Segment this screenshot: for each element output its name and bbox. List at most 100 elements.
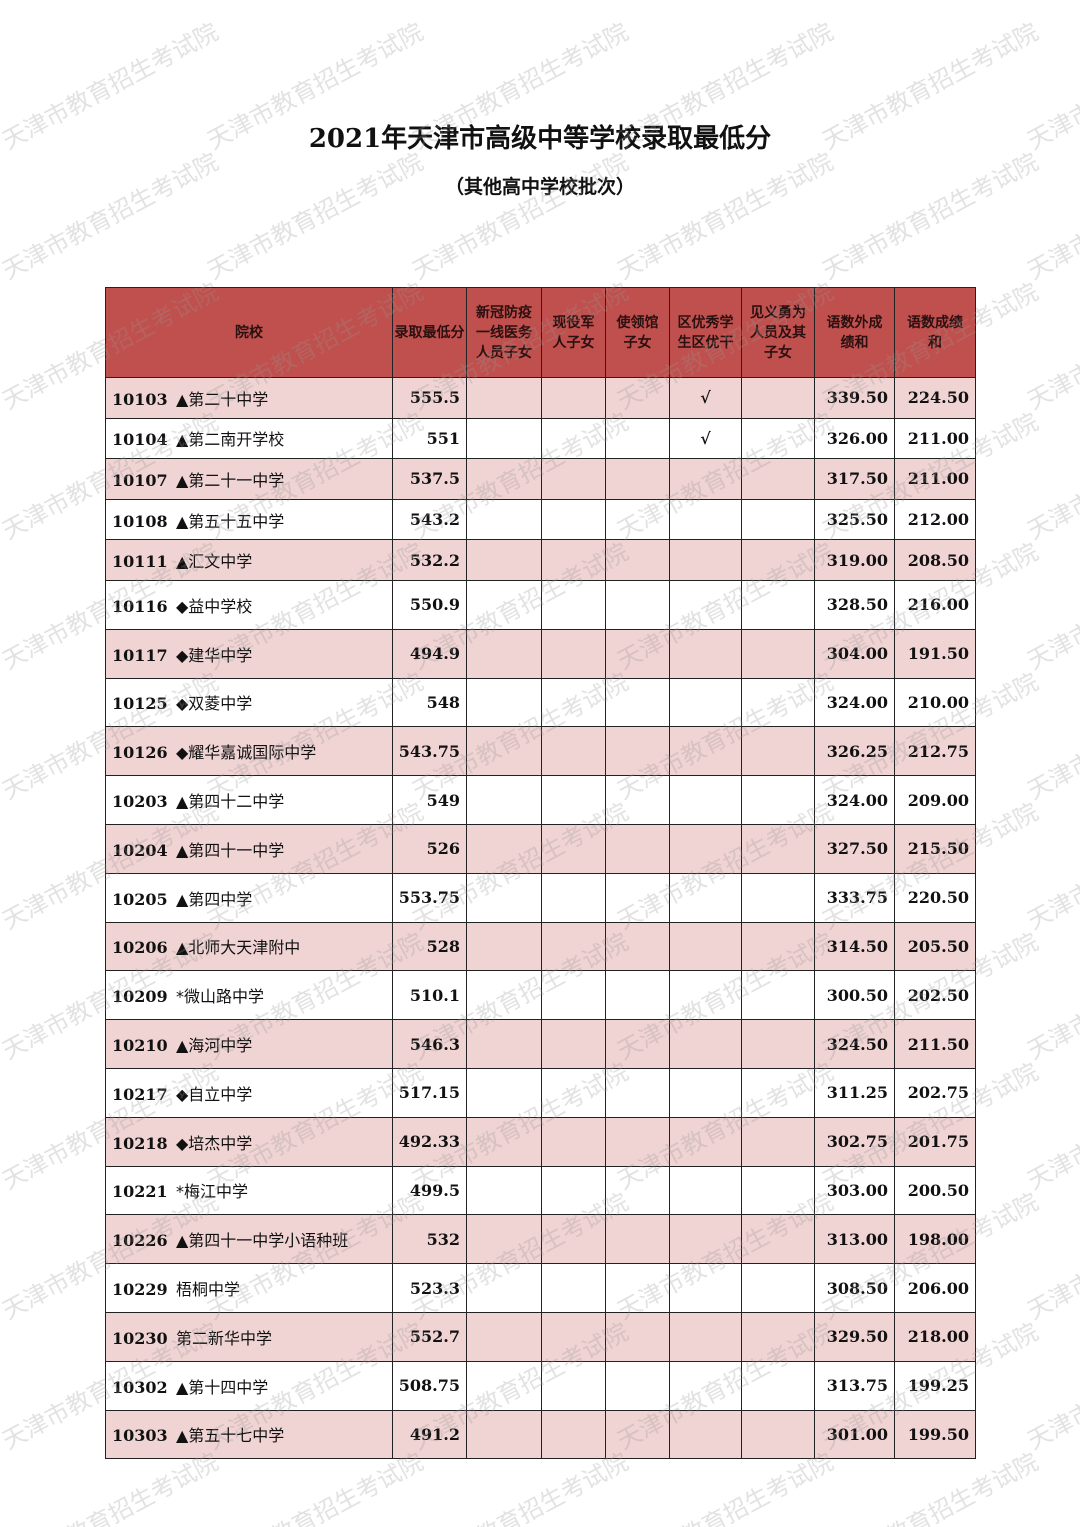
cm-sum-cell: 198.00 — [894, 1214, 976, 1265]
military-cell — [541, 726, 606, 777]
school-cell: 10107 ▲第二十一中学 — [105, 458, 393, 500]
covid-medical-cell — [466, 921, 542, 972]
min-score-cell: 552.7 — [392, 1311, 467, 1362]
table-row: 10230 第二新华中学 552.7 329.50 218.00 — [105, 1311, 976, 1362]
school-code: 10125 — [112, 694, 168, 714]
heroic-cell — [741, 1067, 815, 1118]
embassy-cell — [605, 1409, 670, 1460]
watermark-text: 天津市教育招生考试院 — [1022, 537, 1080, 676]
watermark-text: 天津市教育招生考试院 — [1022, 147, 1080, 286]
watermark-text: 天津市教育招生考试院 — [1022, 1187, 1080, 1326]
school-code: 10117 — [112, 645, 168, 665]
school-name: ◆耀华嘉诚国际中学 — [176, 743, 317, 763]
cme-sum-cell: 326.00 — [814, 417, 895, 460]
district-excellent-cell — [669, 1409, 742, 1460]
heroic-cell — [741, 775, 815, 825]
school-code: 10203 — [112, 792, 168, 812]
cme-sum-cell: 319.00 — [814, 539, 895, 581]
min-score-cell: 551 — [392, 417, 467, 460]
table-row: 10108 ▲第五十五中学 543.2 325.50 212.00 — [105, 498, 976, 541]
table-row: 10104 ▲第二南开学校 551 √ 326.00 211.00 — [105, 417, 976, 460]
school-name: ▲第二十中学 — [176, 389, 269, 409]
cme-sum-cell: 326.25 — [814, 726, 895, 777]
cme-sum-cell: 324.50 — [814, 1019, 895, 1069]
school-cell: 10302 ▲第十四中学 — [105, 1360, 393, 1411]
embassy-cell — [605, 1116, 670, 1167]
cme-sum-cell: 327.50 — [814, 823, 895, 874]
covid-medical-cell — [466, 1360, 542, 1411]
district-excellent-cell — [669, 775, 742, 825]
school-cell: 10111 ▲汇文中学 — [105, 539, 393, 581]
school-code: 10103 — [112, 389, 168, 409]
military-cell — [541, 377, 606, 419]
embassy-cell — [605, 417, 670, 460]
embassy-cell — [605, 823, 670, 874]
military-cell — [541, 677, 606, 728]
embassy-cell — [605, 1263, 670, 1313]
table-row: 10303 ▲第五十七中学 491.2 301.00 199.50 — [105, 1409, 976, 1460]
military-cell — [541, 921, 606, 972]
military-cell — [541, 775, 606, 825]
column-header-chinese-math-english-sum: 语数外成绩和 — [814, 287, 895, 378]
school-code: 10226 — [112, 1231, 168, 1251]
cm-sum-cell: 202.75 — [894, 1067, 976, 1118]
table-row: 10204 ▲第四十一中学 526 327.50 215.50 — [105, 823, 976, 874]
school-code: 10221 — [112, 1182, 168, 1202]
school-name: ▲第五十五中学 — [176, 511, 285, 531]
heroic-cell — [741, 377, 815, 419]
school-name: ◆益中学校 — [176, 596, 253, 616]
military-cell — [541, 458, 606, 500]
min-score-cell: 550.9 — [392, 579, 467, 630]
table-row: 10226 ▲第四十一中学小语种班 532 313.00 198.00 — [105, 1214, 976, 1265]
heroic-cell — [741, 677, 815, 728]
heroic-cell — [741, 1165, 815, 1216]
watermark-text: 天津市教育招生考试院 — [1022, 407, 1080, 546]
cme-sum-cell: 325.50 — [814, 498, 895, 541]
heroic-cell — [741, 1360, 815, 1411]
cm-sum-cell: 209.00 — [894, 775, 976, 825]
min-score-cell: 543.75 — [392, 726, 467, 777]
table-row: 10126 ◆耀华嘉诚国际中学 543.75 326.25 212.75 — [105, 726, 976, 777]
heroic-cell — [741, 823, 815, 874]
district-excellent-cell — [669, 970, 742, 1021]
district-excellent-cell — [669, 1311, 742, 1362]
school-cell: 10206 ▲北师大天津附中 — [105, 921, 393, 972]
table-row: 10206 ▲北师大天津附中 528 314.50 205.50 — [105, 921, 976, 972]
cm-sum-cell: 206.00 — [894, 1263, 976, 1313]
heroic-cell — [741, 539, 815, 581]
military-cell — [541, 1360, 606, 1411]
school-cell: 10229 梧桐中学 — [105, 1263, 393, 1313]
school-name: ▲第四十二中学 — [176, 792, 285, 812]
min-score-cell: 546.3 — [392, 1019, 467, 1069]
school-name: 第二新华中学 — [176, 1328, 273, 1348]
watermark-text: 天津市教育招生考试院 — [1022, 1057, 1080, 1196]
min-score-cell: 532.2 — [392, 539, 467, 581]
district-excellent-cell — [669, 1165, 742, 1216]
min-score-cell: 494.9 — [392, 628, 467, 679]
school-name: ▲汇文中学 — [176, 552, 253, 572]
column-header-military-children: 现役军人子女 — [541, 287, 606, 378]
heroic-cell — [741, 498, 815, 541]
cme-sum-cell: 303.00 — [814, 1165, 895, 1216]
embassy-cell — [605, 579, 670, 630]
watermark-text: 天津市教育招生考试院 — [1022, 667, 1080, 806]
cme-sum-cell: 302.75 — [814, 1116, 895, 1167]
cme-sum-cell: 328.50 — [814, 579, 895, 630]
cm-sum-cell: 224.50 — [894, 377, 976, 419]
heroic-cell — [741, 417, 815, 460]
min-score-cell: 555.5 — [392, 377, 467, 419]
min-score-cell: 528 — [392, 921, 467, 972]
min-score-cell: 492.33 — [392, 1116, 467, 1167]
school-name: ◆建华中学 — [176, 645, 253, 665]
table-row: 10209 *微山路中学 510.1 300.50 202.50 — [105, 970, 976, 1021]
school-cell: 10217 ◆自立中学 — [105, 1067, 393, 1118]
min-score-cell: 537.5 — [392, 458, 467, 500]
heroic-cell — [741, 579, 815, 630]
min-score-cell: 499.5 — [392, 1165, 467, 1216]
embassy-cell — [605, 1067, 670, 1118]
watermark-text: 天津市教育招生考试院 — [1022, 927, 1080, 1066]
min-score-cell: 491.2 — [392, 1409, 467, 1460]
school-cell: 10116 ◆益中学校 — [105, 579, 393, 630]
column-header-school: 院校 — [105, 287, 393, 378]
embassy-cell — [605, 970, 670, 1021]
